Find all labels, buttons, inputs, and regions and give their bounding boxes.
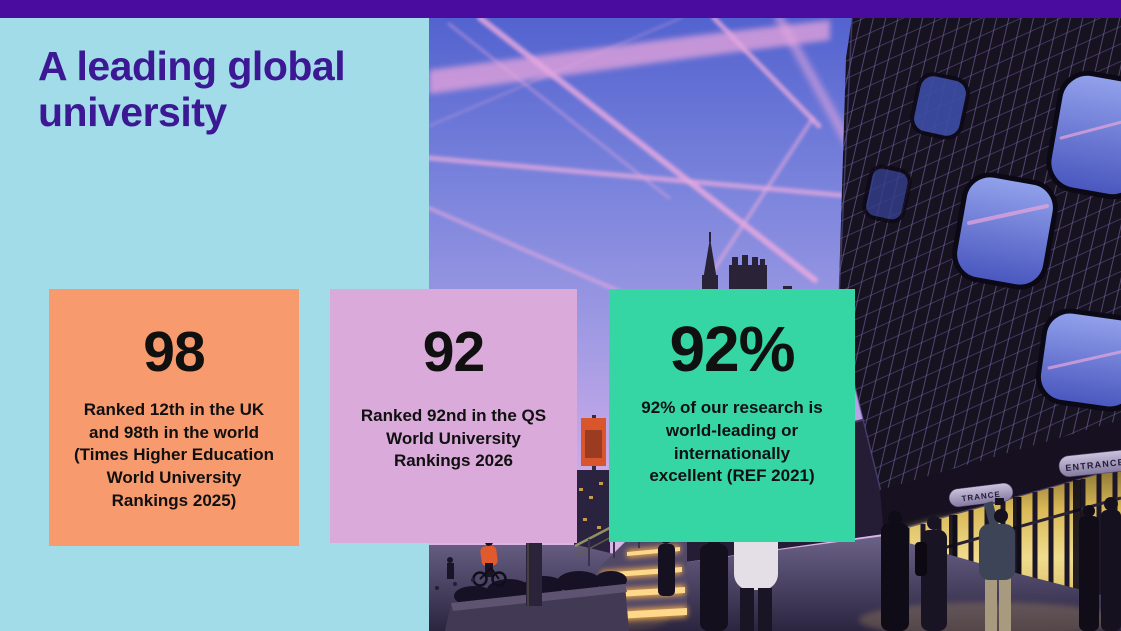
slide-title: A leading global university (38, 43, 346, 135)
stat-card-ref-research: 92% 92% of our research is world-leading… (609, 289, 855, 542)
planter (445, 540, 629, 631)
pedestrian (435, 557, 475, 590)
stat-card-the-ranking: 98 Ranked 12th in the UK and 98th in the… (49, 289, 299, 546)
stat-value: 92 (422, 320, 485, 384)
diamond-building (837, 18, 1121, 513)
stat-value: 98 (143, 320, 205, 384)
stat-description: 92% of our research is world-leading or … (641, 398, 823, 486)
top-purple-bar (0, 0, 1121, 18)
stat-value: 92% (669, 313, 795, 385)
people-entrance (881, 497, 1121, 631)
stat-card-qs-ranking: 92 Ranked 92nd in the QS World Universit… (330, 289, 577, 543)
stat-description: Ranked 92nd in the QS World University R… (360, 405, 547, 471)
entrance-sign: ENTRANCE (1058, 449, 1121, 478)
glass-windows (862, 70, 1121, 412)
stat-description: Ranked 12th in the UK and 98th in the wo… (74, 399, 274, 510)
